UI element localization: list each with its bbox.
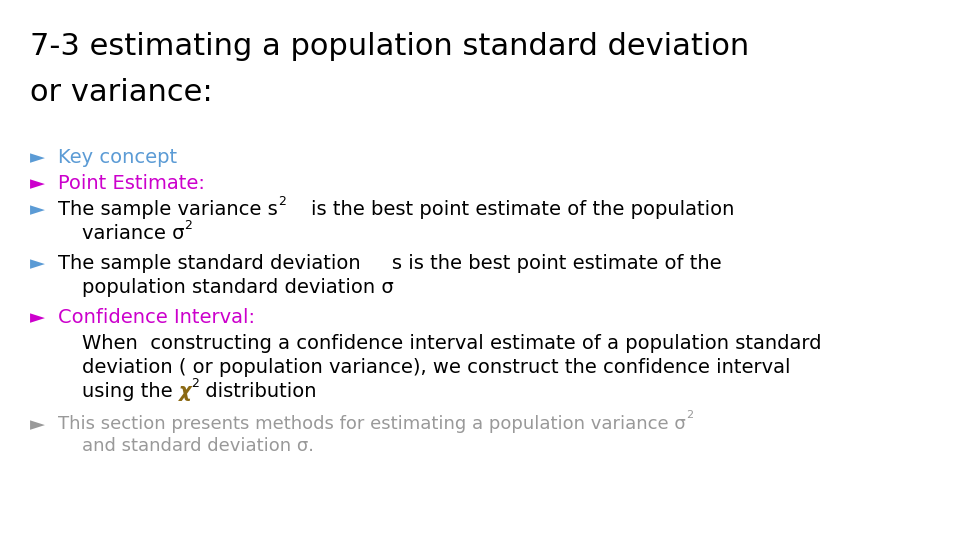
Text: Confidence Interval:: Confidence Interval:: [58, 308, 255, 327]
Text: ►: ►: [30, 200, 45, 219]
Text: The sample standard deviation     s is the best point estimate of the: The sample standard deviation s is the b…: [58, 254, 722, 273]
Text: The sample variance s: The sample variance s: [58, 200, 277, 219]
Text: ►: ►: [30, 148, 45, 167]
Text: is the best point estimate of the population: is the best point estimate of the popula…: [286, 200, 734, 219]
Text: variance σ: variance σ: [82, 224, 184, 243]
Text: population standard deviation σ: population standard deviation σ: [82, 278, 394, 297]
Text: using the: using the: [82, 382, 179, 401]
Text: χ: χ: [179, 382, 191, 401]
Text: When  constructing a confidence interval estimate of a population standard: When constructing a confidence interval …: [82, 334, 822, 353]
Text: ►: ►: [30, 254, 45, 273]
Text: ►: ►: [30, 174, 45, 193]
Text: and standard deviation σ.: and standard deviation σ.: [82, 437, 314, 455]
Text: Point Estimate:: Point Estimate:: [58, 174, 204, 193]
Text: ►: ►: [30, 415, 45, 434]
Text: 7-3 estimating a population standard deviation: 7-3 estimating a population standard dev…: [30, 32, 749, 61]
Text: 2: 2: [685, 410, 693, 420]
Text: 2: 2: [184, 219, 192, 232]
Text: Key concept: Key concept: [58, 148, 178, 167]
Text: distribution: distribution: [200, 382, 317, 401]
Text: deviation ( or population variance), we construct the confidence interval: deviation ( or population variance), we …: [82, 358, 790, 377]
Text: or variance:: or variance:: [30, 78, 212, 107]
Text: 2: 2: [191, 377, 200, 390]
Text: ►: ►: [30, 308, 45, 327]
Text: 2: 2: [277, 195, 286, 208]
Text: This section presents methods for estimating a population variance σ: This section presents methods for estima…: [58, 415, 685, 433]
